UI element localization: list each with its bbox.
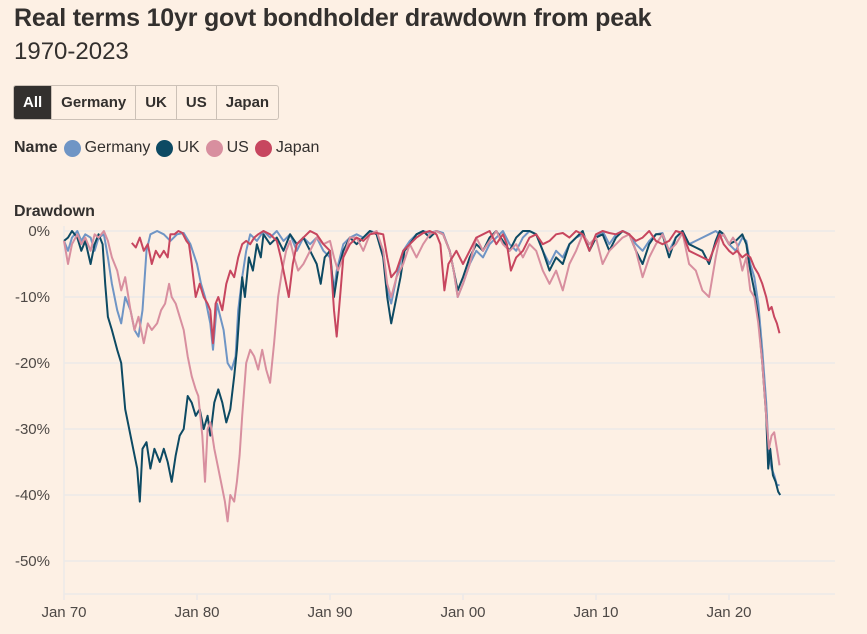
filter-us-button[interactable]: US bbox=[175, 86, 216, 119]
legend-item-us: US bbox=[205, 139, 249, 157]
legend-label-japan: Japan bbox=[275, 139, 320, 156]
series-line-us bbox=[63, 230, 781, 523]
legend-label-uk: UK bbox=[177, 139, 200, 156]
x-tick-label: Jan 90 bbox=[307, 604, 352, 621]
series-line-japan bbox=[131, 230, 781, 345]
chart-subtitle: 1970-2023 bbox=[14, 38, 129, 65]
gridlines bbox=[63, 226, 835, 595]
chart-title: Real terms 10yr govt bondholder drawdown… bbox=[14, 4, 652, 32]
y-tick-label: -20% bbox=[15, 355, 50, 372]
x-tick-label: Jan 10 bbox=[573, 604, 618, 621]
series-line-uk bbox=[63, 230, 782, 503]
legend-swatch-us bbox=[205, 139, 223, 157]
legend-swatch-uk bbox=[156, 139, 174, 157]
y-tick-label: -30% bbox=[15, 421, 50, 438]
x-tick-label: Jan 00 bbox=[440, 604, 485, 621]
filter-all-button[interactable]: All bbox=[14, 86, 52, 119]
y-tick-label: -50% bbox=[15, 553, 50, 570]
series-line-germany bbox=[63, 230, 780, 487]
legend-label-germany: Germany bbox=[84, 139, 151, 156]
series-lines bbox=[63, 230, 782, 523]
x-axis: Jan 70 Jan 80 Jan 90 Jan 00 Jan 10 Jan 20 bbox=[41, 594, 752, 621]
country-filter: All Germany UK US Japan bbox=[13, 85, 280, 120]
legend-item-germany: Germany bbox=[63, 139, 151, 157]
legend-swatch-japan bbox=[254, 139, 272, 157]
legend-label-us: US bbox=[226, 139, 249, 156]
y-axis-title: Drawdown bbox=[14, 203, 95, 220]
legend: Name Germany UK US Japan bbox=[14, 139, 325, 157]
y-tick-label: 0% bbox=[28, 223, 50, 240]
legend-item-japan: Japan bbox=[254, 139, 320, 157]
legend-title: Name bbox=[14, 139, 58, 156]
filter-japan-button[interactable]: Japan bbox=[215, 86, 278, 119]
y-axis: 0% -10% -20% -30% -40% -50% bbox=[15, 223, 50, 570]
y-tick-label: -40% bbox=[15, 487, 50, 504]
x-tick-label: Jan 80 bbox=[174, 604, 219, 621]
filter-uk-button[interactable]: UK bbox=[135, 86, 176, 119]
x-tick-label: Jan 20 bbox=[706, 604, 751, 621]
legend-item-uk: UK bbox=[156, 139, 200, 157]
x-tick-label: Jan 70 bbox=[41, 604, 86, 621]
y-tick-label: -10% bbox=[15, 289, 50, 306]
filter-germany-button[interactable]: Germany bbox=[51, 86, 135, 119]
legend-swatch-germany bbox=[63, 139, 81, 157]
